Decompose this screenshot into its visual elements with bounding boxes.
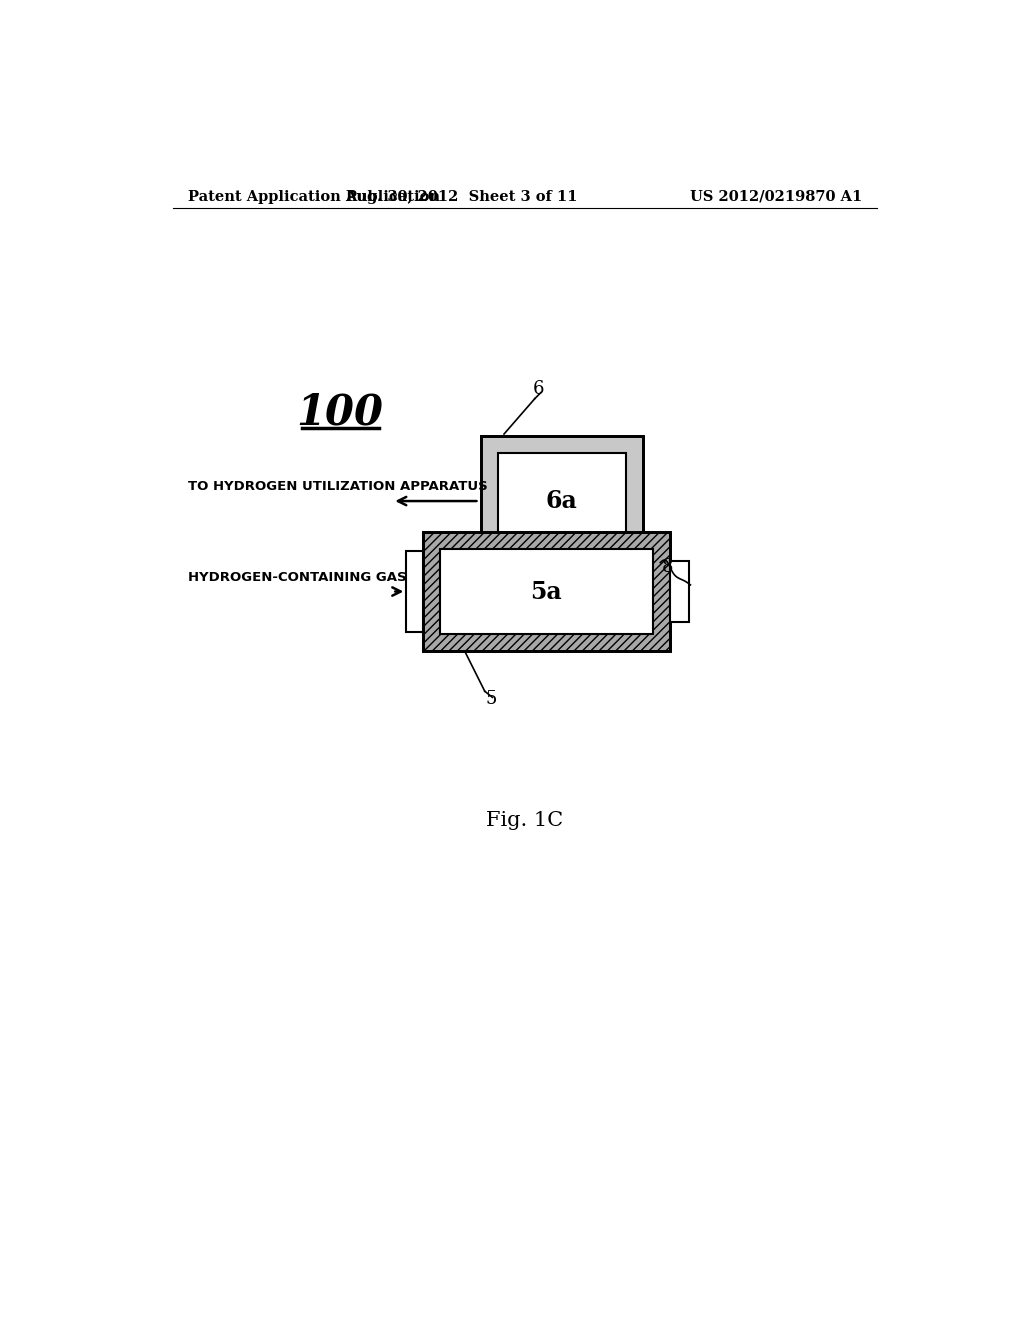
Text: 5: 5 bbox=[485, 690, 497, 708]
Bar bbox=[423, 532, 670, 651]
Text: HYDROGEN-CONTAINING GAS: HYDROGEN-CONTAINING GAS bbox=[188, 570, 407, 583]
Text: 100: 100 bbox=[297, 392, 384, 433]
Bar bbox=[481, 436, 643, 566]
Bar bbox=[670, 561, 689, 622]
Bar bbox=[440, 549, 652, 635]
Bar bbox=[423, 532, 670, 651]
Bar bbox=[498, 453, 626, 549]
Bar bbox=[407, 552, 423, 632]
Text: US 2012/0219870 A1: US 2012/0219870 A1 bbox=[690, 190, 862, 203]
Text: 5a: 5a bbox=[530, 579, 562, 603]
Text: 6a: 6a bbox=[546, 488, 578, 513]
Text: TO HYDROGEN UTILIZATION APPARATUS: TO HYDROGEN UTILIZATION APPARATUS bbox=[188, 480, 488, 494]
Text: 6: 6 bbox=[532, 380, 545, 399]
Text: Fig. 1C: Fig. 1C bbox=[486, 810, 563, 830]
Bar bbox=[481, 436, 643, 566]
Text: 8: 8 bbox=[662, 557, 674, 576]
Text: Aug. 30, 2012  Sheet 3 of 11: Aug. 30, 2012 Sheet 3 of 11 bbox=[345, 190, 578, 203]
Text: Patent Application Publication: Patent Application Publication bbox=[188, 190, 440, 203]
